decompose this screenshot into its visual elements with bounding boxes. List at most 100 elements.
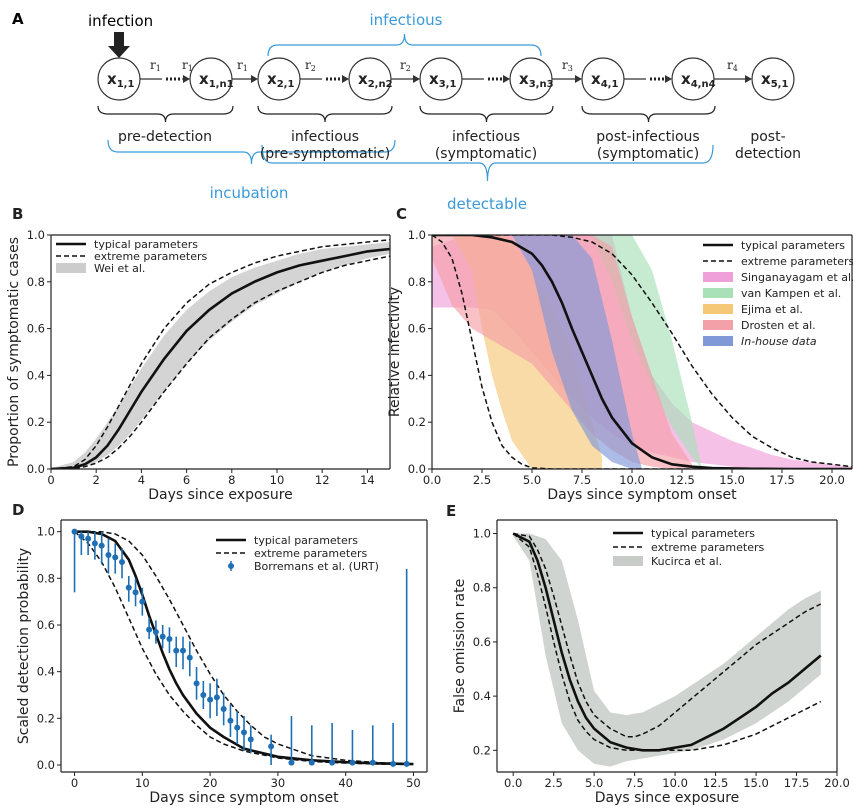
series-line-2: [432, 235, 852, 468]
data-point-8: [125, 584, 132, 591]
y-tick-label-4: 0.8: [37, 571, 55, 585]
data-point-0: [71, 528, 78, 535]
infection-label: infection: [88, 12, 153, 30]
x-tick-label-1: 10: [135, 776, 150, 790]
data-point-26: [247, 736, 254, 743]
state-label-4: x3,1: [429, 70, 456, 90]
y-tick-label-3: 0.6: [37, 618, 55, 632]
panel-d-chart: 0 10 20 30 40 50 0.0 0.2 0.4 0.6 0.8 1.0 Days since …: [12, 501, 428, 806]
plot-area: [51, 238, 390, 469]
legend-label-series-0: typical parameters: [651, 527, 755, 540]
data-point-10: [139, 598, 146, 605]
panel-b-chart: 0 2 4 6 8 10 12 14 0.0 0.2 0.4 0.6 0.8 1.0 Days since …: [6, 205, 391, 503]
x-tick-label-6: 12: [315, 473, 330, 487]
x-tick-label-5: 12.5: [703, 776, 729, 790]
brace-infectious: [267, 33, 542, 57]
rate-label-3: r2: [305, 58, 316, 73]
legend-label-band-0: Singanayagam et al.: [741, 271, 853, 284]
band-4: [472, 235, 642, 469]
x-tick-label-0: 0: [71, 776, 78, 790]
x-tick-label-4: 40: [338, 776, 353, 790]
legend-label-series-1: extreme parameters: [254, 547, 367, 560]
x-tick-label-5: 50: [406, 776, 421, 790]
series-line-0: [512, 532, 822, 752]
band-0: [51, 242, 390, 469]
legend-label-series-0: typical parameters: [254, 534, 358, 547]
legend-label-band-1: van Kampen et al.: [741, 287, 841, 300]
brace-detectable: [261, 144, 714, 182]
x-axis-label: Days since symptom onset: [547, 487, 737, 503]
y-axis-label: Relative infectivity: [387, 287, 403, 417]
x-tick-label-4: 10.0: [619, 473, 645, 487]
data-point-23: [227, 717, 234, 724]
brace-symptomatic: [419, 105, 554, 123]
data-point-30: [329, 759, 336, 766]
panel-e-chart: 0.0 2.5 5.0 7.5 10.0 12.5 15.0 17.5 20.0 0.2 0.4 0.…: [446, 502, 850, 806]
data-point-15: [173, 647, 180, 654]
arrow-head-3: [413, 75, 420, 83]
data-point-13: [159, 633, 166, 640]
arrow-head-7: [745, 75, 752, 83]
data-point-5: [105, 552, 112, 558]
legend-swatch-band-1: [703, 288, 733, 298]
y-tick-label-2: 0.4: [37, 665, 55, 679]
arrow-head-5: [575, 75, 582, 83]
data-point-1: [78, 533, 85, 540]
y-tick-label-3: 0.6: [408, 322, 426, 336]
state-label-3: x2,n2: [358, 70, 393, 90]
x-tick-label-2: 4: [138, 473, 145, 487]
x-tick-label-7: 17.5: [784, 776, 810, 790]
x-tick-label-3: 7.5: [573, 473, 591, 487]
stage-label-4-line2: detection: [735, 146, 801, 162]
group-label-detectable: detectable: [447, 195, 527, 213]
x-tick-label-6: 15.0: [719, 473, 745, 487]
y-tick-label-5: 1.0: [37, 525, 55, 539]
stage-label-3-line1: post-infectious: [596, 129, 699, 145]
legend-swatch-band-0: [703, 272, 733, 282]
arrow-head-4: [503, 75, 510, 83]
x-tick-label-0: 0.0: [423, 473, 441, 487]
legend-label-band-0: Kucirca et al.: [651, 555, 722, 568]
x-tick-label-1: 2: [93, 473, 100, 487]
x-axis-label: Days since symptom onset: [149, 790, 339, 806]
legend-label-band-3: Drosten et al.: [741, 319, 816, 332]
y-tick-label-3: 0.8: [473, 581, 491, 595]
stage-label-4-line1: post-: [750, 129, 785, 145]
state-label-2: x2,1: [267, 70, 294, 90]
group-label-infectious: infectious: [370, 11, 443, 29]
legend-label-series-0: typical parameters: [94, 238, 198, 251]
rate-label-0: r1: [150, 58, 161, 73]
x-tick-label-2: 20: [203, 776, 218, 790]
panel-a-letter: A: [12, 10, 24, 28]
data-point-22: [220, 706, 227, 712]
y-tick-label-4: 1.0: [473, 527, 491, 541]
panel-letter: B: [12, 205, 23, 223]
legend-label-band-4: In-house data: [741, 335, 817, 348]
x-tick-label-4: 10.0: [662, 776, 688, 790]
data-point-3: [91, 540, 98, 547]
legend-swatch-band-3: [703, 320, 733, 330]
state-label-0: x1,1: [107, 70, 134, 90]
x-tick-label-1: 2.5: [473, 473, 491, 487]
y-tick-label-1: 0.2: [408, 415, 426, 429]
plot-area: [432, 235, 852, 469]
legend-swatch-band-2: [703, 304, 733, 314]
x-tick-label-4: 8: [228, 473, 235, 487]
y-tick-label-1: 0.2: [37, 711, 55, 725]
y-tick-label-0: 0.0: [27, 462, 45, 476]
rate-label-6: r4: [727, 58, 738, 73]
rate-label-5: r3: [562, 58, 573, 73]
x-axis-label: Days since exposure: [595, 790, 740, 806]
state-label-6: x4,1: [591, 70, 618, 90]
panel-letter: C: [396, 205, 407, 223]
legend-label-series-1: extreme parameters: [94, 250, 207, 263]
y-tick-label-4: 0.8: [408, 275, 426, 289]
series-line-0: [51, 247, 390, 469]
data-point-14: [166, 636, 173, 642]
data-point-29: [308, 759, 315, 766]
brace-post-infectious: [581, 105, 716, 123]
arrow-head-2: [342, 75, 349, 83]
